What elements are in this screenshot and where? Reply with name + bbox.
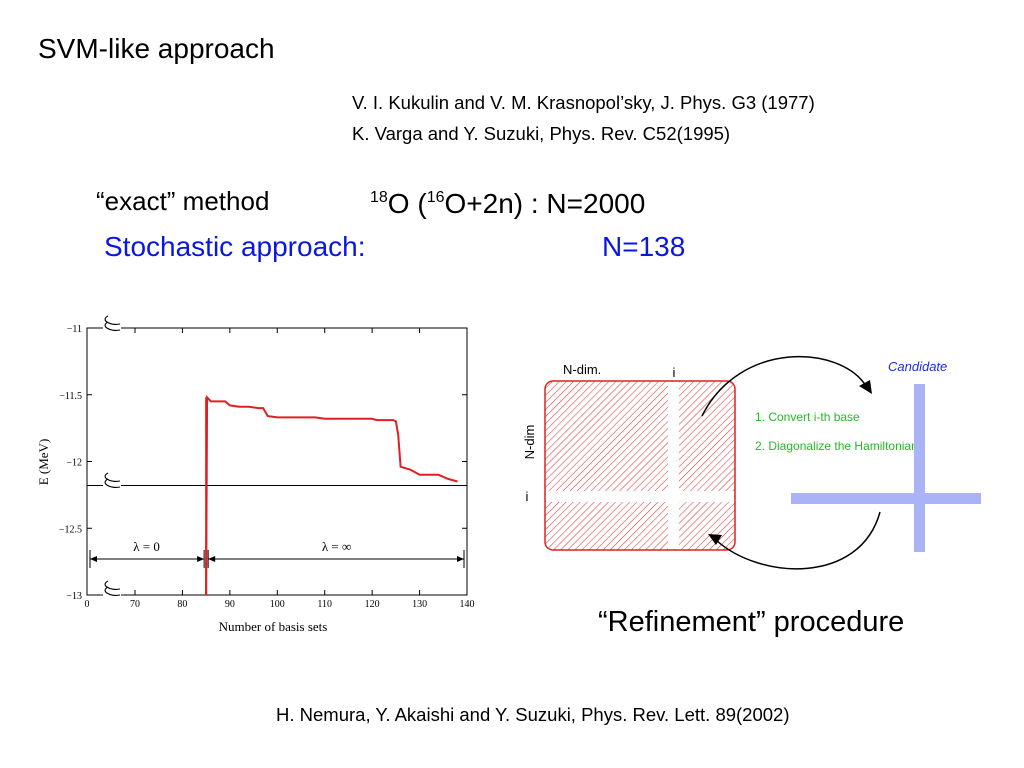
x-tick-label-8: 140 [460, 599, 475, 610]
stochastic-basis-count: N=138 [602, 231, 686, 262]
chart-tick-labels: 0 70 80 90 100 110 120 130 140 −11 −11.5 −12 −12.5 −1… [59, 324, 475, 610]
x-tick-label-2: 80 [177, 599, 187, 610]
convert-arrow [701, 355, 867, 417]
y-tick-label-1: −11.5 [59, 391, 82, 402]
chart-ylabel: E (MeV) [36, 439, 51, 486]
exact-method-label: “exact” method [96, 186, 270, 216]
ndim-top-label: N-dim. [563, 362, 601, 377]
candidate-column [914, 384, 925, 552]
x-tick-label-4: 100 [270, 599, 285, 610]
ndim-side-label: N-dim [522, 425, 537, 460]
y-tick-label-4: −13 [66, 591, 82, 602]
return-arrowhead [708, 534, 722, 545]
stochastic-approach-label: Stochastic approach: [104, 231, 366, 262]
x-tick-label-5: 110 [317, 599, 332, 610]
lambda-infinity-arrow-head-b [457, 555, 464, 562]
lambda-infinity-label: λ = ∞ [322, 539, 351, 554]
y-tick-label-3: −12.5 [59, 524, 82, 535]
return-arrow [715, 511, 881, 570]
chart-xlabel: Number of basis sets [219, 619, 328, 634]
i-column-label: i [673, 365, 676, 380]
axis-break-marks [103, 315, 121, 597]
slide-title: SVM-like approach [38, 33, 275, 64]
y-break-bottom-b [104, 586, 121, 596]
x-tick-label-6: 120 [365, 599, 380, 610]
footer-reference: H. Nemura, Y. Akaishi and Y. Suzuki, Phy… [276, 704, 790, 725]
candidate-label: Candidate [888, 359, 947, 374]
x-tick-label-3: 90 [225, 599, 235, 610]
x-tick-label-1: 70 [130, 599, 140, 610]
chart-ticks [86, 327, 468, 596]
x-tick-label-0: 0 [85, 599, 90, 610]
reference-varga: K. Varga and Y. Suzuki, Phys. Rev. C52(1… [352, 123, 731, 144]
y-tick-label-0: −11 [67, 324, 82, 335]
i-row-label: i [526, 489, 529, 504]
lambda-zero-arrow-head-a [90, 555, 97, 562]
y-break-mid-b [104, 478, 121, 488]
o18-mass-number: 18 [370, 189, 388, 206]
lambda-arrows [89, 549, 465, 568]
energy-series-line [205, 394, 458, 596]
lambda-zero-label: λ = 0 [133, 539, 160, 554]
o18-text-part1: O ( [387, 188, 427, 219]
reference-kukulin: V. I. Kukulin and V. M. Krasnopol’sky, J… [352, 92, 815, 113]
matrix-block [544, 380, 736, 551]
lambda-zero-arrow-head-b [197, 555, 205, 562]
refinement-procedure-label: “Refinement” procedure [598, 606, 905, 638]
y-tick-label-2: −12 [66, 458, 82, 469]
o18-system-label: 18O (16O+2n) : N=2000 [370, 188, 645, 220]
matrix-column-i [668, 382, 679, 549]
step2-label: 2. Diagonalize the Hamiltonian [755, 439, 918, 453]
x-tick-label-7: 130 [412, 599, 427, 610]
o16-mass-number: 16 [426, 189, 445, 206]
y-break-top-b [104, 321, 121, 331]
matrix-row-i [546, 491, 734, 502]
o18-text-part2: O+2n) : N=2000 [444, 188, 646, 219]
convert-arrowhead [859, 380, 872, 394]
lambda-infinity-arrow-head-a [208, 555, 216, 562]
candidate-row [791, 493, 981, 504]
step1-label: 1. Convert i-th base [755, 410, 860, 424]
